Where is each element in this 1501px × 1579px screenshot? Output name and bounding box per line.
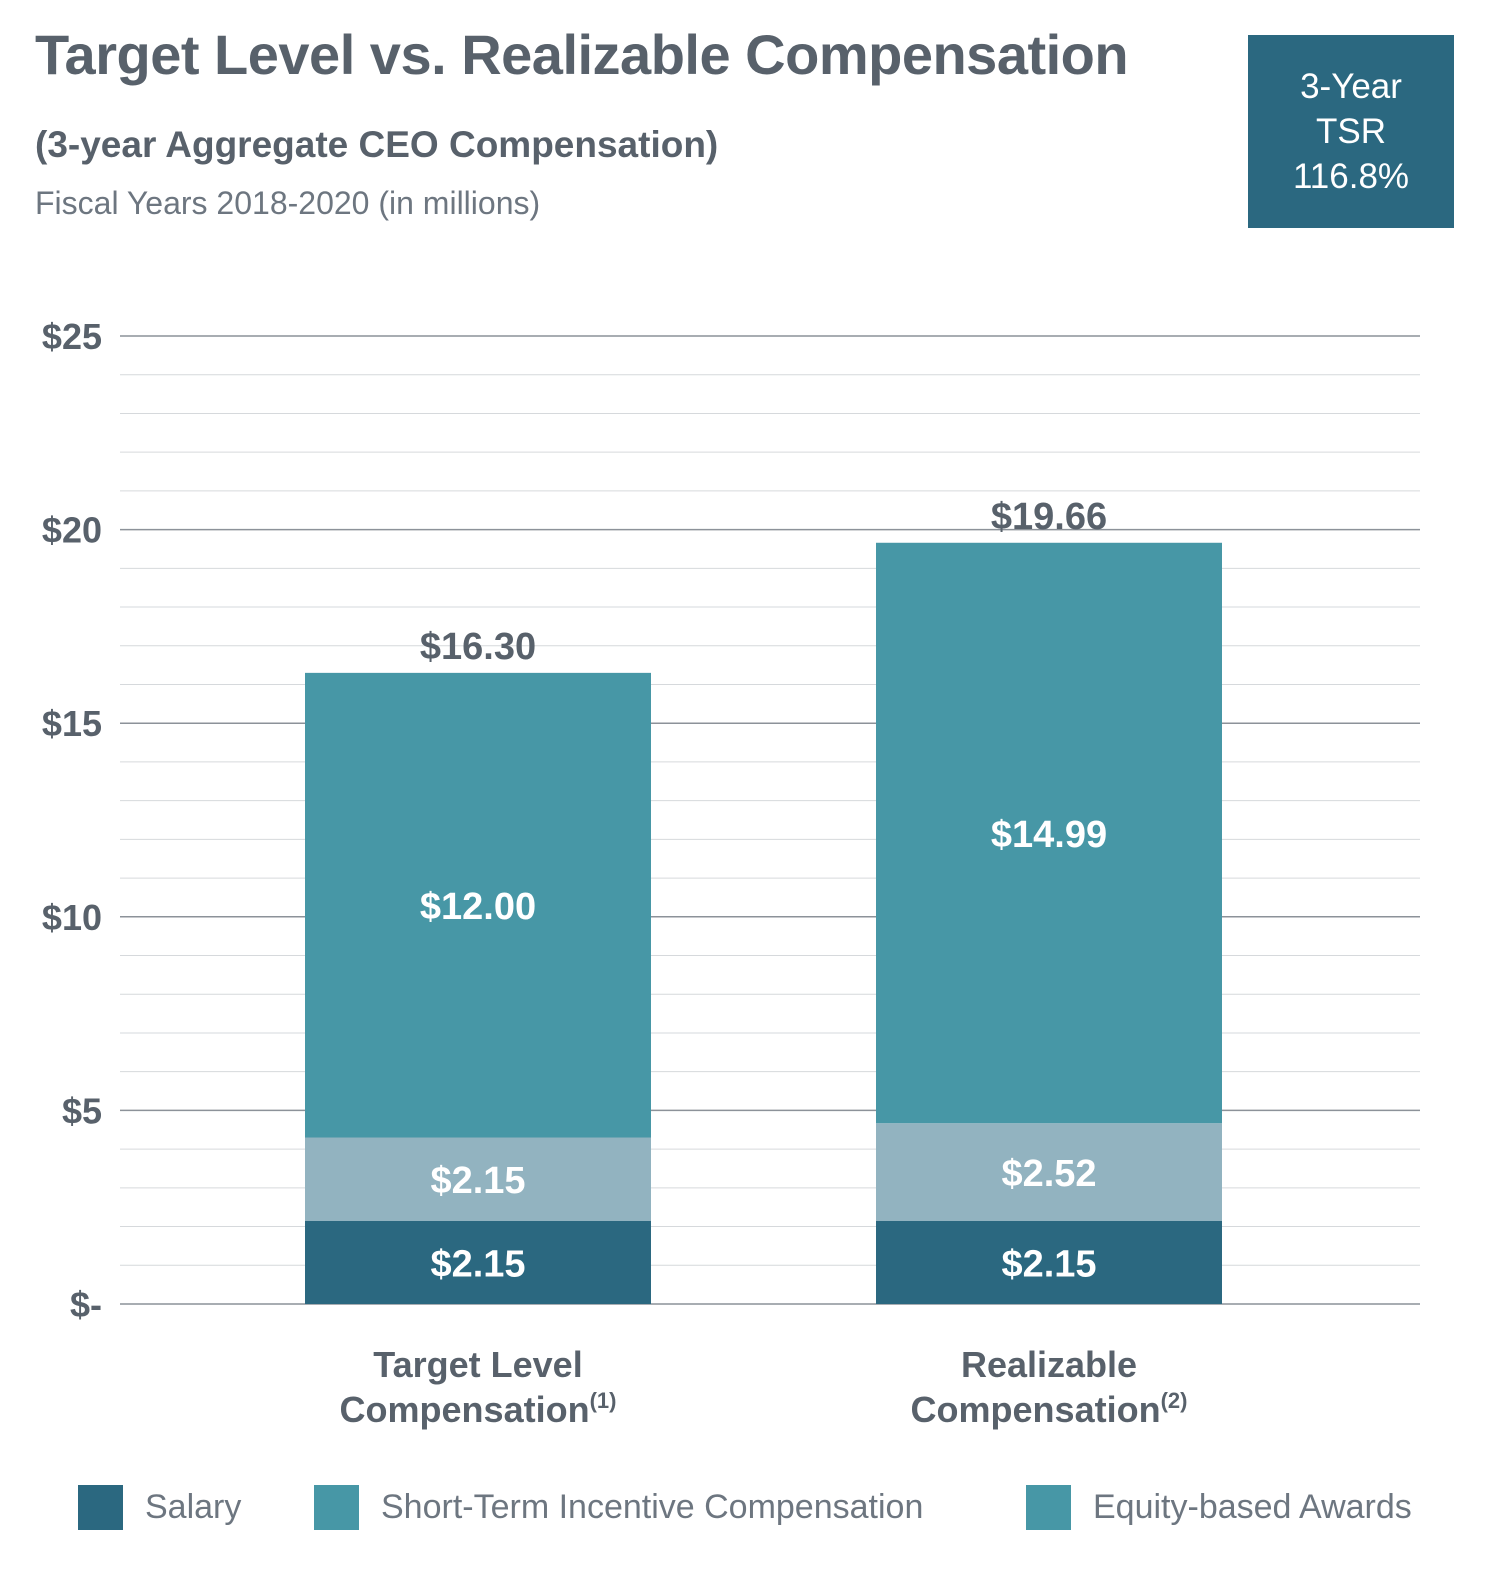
bar-total-label: $16.30 <box>420 626 536 668</box>
legend-item-short-term: Short-Term Incentive Compensation <box>314 1485 923 1530</box>
tsr-line-2: TSR <box>1316 112 1386 151</box>
legend-label-equity: Equity-based Awards <box>1093 1488 1412 1526</box>
bar-segment <box>876 1123 1222 1221</box>
bar-segment-label: $12.00 <box>420 886 536 928</box>
legend-item-equity: Equity-based Awards <box>1026 1485 1412 1530</box>
legend-swatch-short-term <box>314 1485 359 1530</box>
legend-item-salary: Salary <box>78 1485 241 1530</box>
bar-total-label: $19.66 <box>991 496 1107 538</box>
bar-segment-label: $2.15 <box>430 1160 525 1202</box>
tsr-value: 116.8% <box>1292 157 1410 196</box>
legend-label-salary: Salary <box>145 1488 242 1526</box>
y-tick-label: $15 <box>42 703 102 744</box>
legend-label-short-term: Short-Term Incentive Compensation <box>381 1488 924 1526</box>
x-category-label: Realizable <box>961 1344 1137 1385</box>
y-tick-label: $25 <box>42 316 102 357</box>
chart-subtitle: (3-year Aggregate CEO Compensation) <box>35 124 719 165</box>
bar-segment <box>305 1137 651 1221</box>
x-category-label: Compensation(2) <box>911 1388 1188 1430</box>
footnote-marker: (2) <box>1161 1388 1188 1413</box>
tsr-callout: 3-Year TSR 116.8% <box>1248 35 1454 228</box>
chart-title: Target Level vs. Realizable Compensation <box>35 23 1129 86</box>
legend-swatch-salary <box>78 1485 123 1530</box>
y-tick-label: $- <box>70 1284 102 1325</box>
y-tick-label: $10 <box>42 897 102 938</box>
footnote-marker: (1) <box>590 1388 617 1413</box>
bar-segment-label: $2.15 <box>430 1243 525 1285</box>
bar-segment <box>305 672 651 1138</box>
chart-legend: Salary Short-Term Incentive Compensation… <box>0 1485 1501 1535</box>
chart-subnote: Fiscal Years 2018-2020 (in millions) <box>35 185 541 221</box>
x-category-label: Compensation(1) <box>340 1388 617 1430</box>
legend-swatch-equity <box>1026 1485 1071 1530</box>
bar-segment <box>876 1220 1222 1304</box>
bar-segment <box>876 542 1222 1124</box>
y-tick-label: $20 <box>42 510 102 551</box>
stacked-bar-chart: $- $5 $10 $15 $20 $25 $2.15 $2.15 $12.00 $16.30 Ta… <box>42 316 1420 1430</box>
bar-segment-label: $2.52 <box>1001 1153 1096 1195</box>
tsr-line-1: 3-Year <box>1300 67 1402 106</box>
x-category-label: Target Level <box>373 1344 582 1385</box>
bar-segment <box>305 1220 651 1304</box>
bar-segment-label: $2.15 <box>1001 1243 1096 1285</box>
bar-segment-label: $14.99 <box>991 814 1107 856</box>
y-tick-label: $5 <box>62 1090 102 1131</box>
